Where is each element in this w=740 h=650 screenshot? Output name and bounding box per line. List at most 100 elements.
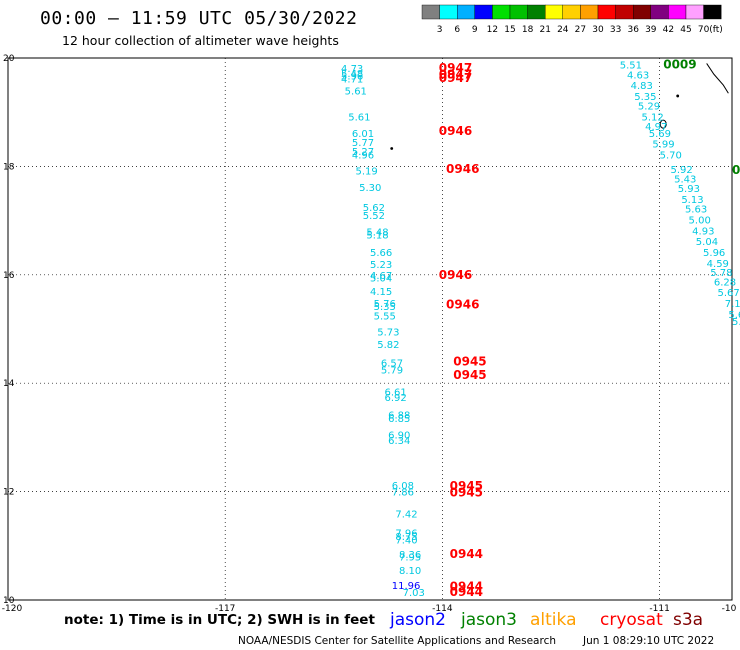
wave-height-label: 6.88	[388, 411, 410, 422]
legend-label: 33	[610, 25, 621, 35]
wave-height-label: 4.83	[631, 81, 653, 92]
footer-credit: NOAA/NESDIS Center for Satellite Applica…	[238, 635, 556, 647]
wave-height-label: 5.27	[352, 147, 374, 158]
x-tick-label: -117	[215, 604, 235, 614]
wave-height-label: 5.99	[652, 140, 674, 151]
wave-height-label: 5.52	[363, 211, 385, 222]
legend-label: 39	[645, 25, 657, 35]
footer-timestamp: Jun 1 08:29:10 UTC 2022	[582, 635, 714, 647]
wave-height-label: 4.71	[341, 75, 363, 86]
satellite-legend-cryosat: cryosat	[600, 610, 663, 630]
wave-height-label: 6.34	[388, 436, 410, 447]
wave-height-label: 5.61	[348, 113, 370, 124]
legend-label: 15	[504, 25, 515, 35]
legend-label: 18	[522, 25, 534, 35]
y-tick-label: 20	[3, 54, 15, 64]
wave-height-label: 7.03	[403, 588, 425, 599]
x-tick-label: -120	[2, 604, 23, 614]
wave-height-label: 4.63	[627, 70, 649, 81]
wave-height-label: 5.04	[696, 237, 718, 248]
legend-label: 30	[592, 25, 604, 35]
wave-height-label: 5.79	[381, 366, 403, 377]
pass-time-label: 0945	[450, 486, 483, 500]
wave-height-label: 6.90	[388, 431, 410, 442]
wave-height-label: 7.96	[395, 528, 417, 539]
wave-height-label: 4.73	[341, 64, 363, 75]
wave-height-label: 7.86	[392, 488, 414, 499]
wave-height-label: 5.19	[356, 167, 378, 178]
pass-time-label: 0946	[446, 298, 479, 312]
wave-height-label: 5.67	[718, 288, 740, 299]
wave-height-label: 5.13	[681, 195, 703, 206]
wave-height-label: 5.62	[363, 203, 385, 214]
wave-height-label: 5.70	[660, 150, 682, 161]
x-tick-label: -10	[722, 604, 737, 614]
wave-height-label: 6.92	[384, 393, 406, 404]
wave-height-label: 5.98	[732, 317, 740, 328]
wave-height-label: 5.51	[620, 61, 642, 72]
wave-height-label: 4.93	[692, 226, 714, 237]
wave-height-label: 4.97	[645, 122, 667, 133]
legend-unit: (ft)	[709, 25, 723, 35]
wave-height-label: 5.96	[703, 248, 725, 259]
wave-height-label: 11.96	[392, 581, 421, 592]
wave-height-label: 6.08	[392, 481, 414, 492]
legend-label: 9	[472, 25, 478, 35]
wave-height-label: 4.59	[707, 259, 729, 270]
y-tick-label: 12	[3, 488, 14, 498]
wave-height-label: 8.75	[395, 532, 417, 543]
legend-label: 24	[557, 25, 569, 35]
wave-height-label: 6.01	[352, 129, 374, 140]
y-tick-label: 16	[3, 271, 15, 281]
wave-height-label: 5.73	[377, 328, 399, 339]
legend-swatch	[703, 4, 722, 20]
coastline	[706, 63, 729, 94]
pass-time-label: 0944	[450, 547, 483, 561]
wave-height-label: 5.77	[352, 138, 374, 149]
satellite-legend-jason3: jason3	[460, 610, 517, 630]
pass-time-label: 0946	[446, 162, 479, 176]
satellite-legend-s3a: s3a	[673, 610, 703, 630]
wave-height-label: 5.48	[366, 227, 388, 238]
wave-height-label: 5.78	[710, 268, 732, 279]
wave-height-label: 8.10	[399, 566, 421, 577]
page-title: 00:00 – 11:59 UTC 05/30/2022	[40, 8, 358, 29]
wave-height-label: 5.48	[341, 69, 363, 80]
legend-label: 3	[437, 25, 443, 35]
satellite-legend-jason2: jason2	[389, 610, 446, 630]
legend-label: 42	[663, 25, 674, 35]
wave-height-label: 5.66	[370, 248, 392, 259]
x-tick-label: -114	[432, 604, 453, 614]
wave-height-label: 5.69	[649, 129, 671, 140]
wave-height-label: 5.23	[370, 260, 392, 271]
legend-label: 21	[539, 25, 550, 35]
page-subtitle: 12 hour collection of altimeter wave hei…	[62, 33, 339, 48]
wave-height-label: 5.35	[634, 92, 656, 103]
wave-height-label: 5.18	[366, 231, 388, 242]
wave-height-label: 5.12	[642, 113, 664, 124]
wave-height-label: 6.85	[388, 414, 410, 425]
pass-time-label: 0946	[439, 268, 472, 282]
y-tick-label: 10	[3, 596, 15, 606]
wave-height-label: 5.96	[341, 71, 363, 82]
wave-height-label: 6.28	[714, 277, 736, 288]
island-marker	[390, 147, 394, 150]
pass-time-label: 0009	[663, 58, 696, 72]
wave-height-label: 5.93	[678, 184, 700, 195]
map-frame	[7, 57, 733, 601]
wave-height-label: 7.11	[725, 299, 740, 310]
pass-time-label: 0945	[453, 368, 486, 382]
y-tick-label: 18	[3, 162, 15, 172]
wave-height-label: 7.95	[399, 553, 421, 564]
pass-time-label: 0947	[439, 67, 472, 81]
satellite-legend: jason2 jason3 altika cryosat s3a	[389, 610, 703, 630]
pass-time-label: 0944	[450, 585, 483, 599]
x-tick-label: -111	[649, 604, 669, 614]
wave-height-label: 4.67	[370, 271, 392, 282]
pass-time-label: 0945	[453, 355, 486, 369]
footer-note: note: 1) Time is in UTC; 2) SWH is in fe…	[64, 612, 375, 628]
wave-height-label: 4.15	[370, 287, 392, 298]
legend-label: 12	[487, 25, 498, 35]
wave-height-label: 5.76	[374, 299, 396, 310]
